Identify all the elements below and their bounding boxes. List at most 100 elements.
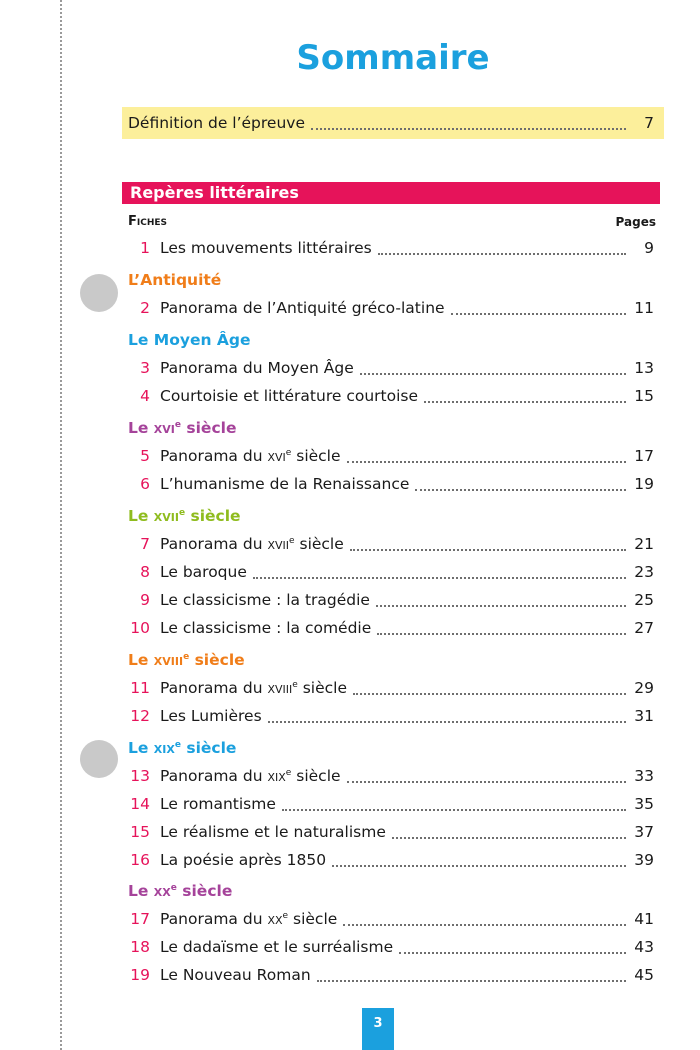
- entry-label: La poésie après 1850: [160, 851, 327, 869]
- period-sup: e: [174, 419, 181, 430]
- toc-entry[interactable]: 11 Panorama du xviiie siècle 29: [128, 676, 654, 700]
- entry-label: Le dadaïsme et le surréalisme: [160, 938, 394, 956]
- period-prefix: Le: [128, 419, 154, 437]
- period-heading-xx: Le xxe siècle: [128, 879, 232, 903]
- entry-number: 8: [140, 563, 150, 581]
- entry-number: 11: [130, 679, 150, 697]
- dot-leader: [252, 577, 626, 579]
- dot-leader: [267, 721, 626, 723]
- toc-entry[interactable]: 9 Le classicisme : la tragédie 25: [128, 588, 654, 612]
- period-sup: e: [174, 739, 181, 750]
- entry-page: 7: [644, 114, 654, 132]
- dot-leader: [377, 633, 626, 635]
- dot-leader: [346, 461, 626, 463]
- label-prefix: Panorama du: [160, 910, 268, 928]
- toc-entry[interactable]: 12 Les Lumières 31: [128, 704, 654, 728]
- entry-number: 18: [130, 938, 150, 956]
- entry-number: 6: [140, 475, 150, 493]
- page-title: Sommaire: [296, 38, 490, 78]
- label-sup: e: [285, 767, 292, 778]
- section-title: Repères littéraires: [130, 183, 299, 202]
- entry-number: 7: [140, 535, 150, 553]
- page-number-tab: 3: [362, 1008, 394, 1050]
- label-numeral: xvii: [267, 535, 290, 553]
- toc-entry[interactable]: 16 La poésie après 1850 39: [128, 848, 654, 872]
- entry-label: Panorama du Moyen Âge: [160, 359, 354, 377]
- label-sup: e: [282, 910, 289, 921]
- toc-entry-definition[interactable]: Définition de l’épreuve 7: [128, 111, 654, 135]
- entry-number: 16: [130, 851, 150, 869]
- entry-label: Panorama du xviie siècle: [160, 532, 344, 556]
- toc-entry[interactable]: 15 Le réalisme et le naturalisme 37: [128, 820, 654, 844]
- period-suffix: siècle: [181, 419, 237, 437]
- entry-label: Définition de l’épreuve: [128, 114, 305, 132]
- period-suffix: siècle: [180, 739, 237, 757]
- toc-entry[interactable]: 8 Le baroque 23: [128, 560, 654, 584]
- dot-leader: [424, 401, 626, 403]
- period-sup: e: [183, 651, 190, 662]
- label-numeral: xvi: [267, 447, 286, 465]
- entry-number: 1: [140, 239, 150, 257]
- entry-label: Le réalisme et le naturalisme: [160, 823, 386, 841]
- entry-number: 4: [140, 387, 150, 405]
- period-heading-xvi: Le xvie siècle: [128, 416, 236, 440]
- toc-entry[interactable]: 18 Le dadaïsme et le surréalisme 43: [128, 935, 654, 959]
- entry-page: 27: [634, 619, 654, 637]
- dot-leader: [391, 837, 626, 839]
- entry-label: Les mouvements littéraires: [160, 239, 372, 257]
- toc-entry[interactable]: 4 Courtoisie et littérature courtoise 15: [128, 384, 654, 408]
- pages-header: Pages: [615, 215, 656, 229]
- toc-entry[interactable]: 6 L’humanisme de la Renaissance 19: [128, 472, 654, 496]
- entry-page: 35: [634, 795, 654, 813]
- period-heading-xvii: Le xviie siècle: [128, 504, 241, 528]
- entry-number: 13: [130, 767, 150, 785]
- period-suffix: siècle: [176, 882, 233, 900]
- entry-label: Panorama du xixe siècle: [160, 764, 341, 788]
- toc-entry[interactable]: 19 Le Nouveau Roman 45: [128, 963, 654, 987]
- entry-page: 19: [634, 475, 654, 493]
- dot-leader: [375, 605, 626, 607]
- entry-label: Panorama du xvie siècle: [160, 444, 341, 468]
- toc-entry[interactable]: 13 Panorama du xixe siècle 33: [128, 764, 654, 788]
- label-prefix: Panorama du: [160, 679, 268, 697]
- entry-page: 33: [634, 767, 654, 785]
- period-heading-moyen-age: Le Moyen Âge: [128, 331, 251, 349]
- entry-number: 10: [130, 619, 150, 637]
- toc-entry[interactable]: 14 Le romantisme 35: [128, 792, 654, 816]
- label-numeral: xix: [267, 767, 286, 785]
- entry-page: 23: [634, 563, 654, 581]
- label-numeral: xx: [267, 910, 283, 928]
- entry-label: Le classicisme : la comédie: [160, 619, 372, 637]
- period-sup: e: [178, 507, 186, 518]
- toc-entry[interactable]: 2 Panorama de l’Antiquité gréco-latine 1…: [128, 296, 654, 320]
- toc-entry[interactable]: 1 Les mouvements littéraires 9: [128, 236, 654, 260]
- entry-label: Panorama du xviiie siècle: [160, 676, 347, 700]
- dot-leader: [346, 781, 626, 783]
- entry-label: Le Nouveau Roman: [160, 966, 311, 984]
- entry-number: 19: [130, 966, 150, 984]
- dot-leader: [343, 924, 626, 926]
- period-numeral: xix: [153, 739, 175, 757]
- label-sup: e: [285, 447, 292, 458]
- entry-page: 11: [634, 299, 654, 317]
- label-sup: e: [289, 535, 295, 546]
- label-prefix: Panorama du: [160, 767, 268, 785]
- toc-entry[interactable]: 7 Panorama du xviie siècle 21: [128, 532, 654, 556]
- period-prefix: Le: [128, 507, 154, 525]
- entry-label: Les Lumières: [160, 707, 262, 725]
- period-suffix: siècle: [185, 507, 241, 525]
- dot-leader: [311, 128, 626, 130]
- toc-entry[interactable]: 10 Le classicisme : la comédie 27: [128, 616, 654, 640]
- label-prefix: Panorama du: [160, 447, 268, 465]
- label-numeral: xviii: [267, 679, 293, 697]
- entry-page: 21: [634, 535, 654, 553]
- period-prefix: Le: [128, 882, 154, 900]
- toc-entry[interactable]: 5 Panorama du xvie siècle 17: [128, 444, 654, 468]
- period-prefix: Le: [128, 739, 154, 757]
- entry-label: Le classicisme : la tragédie: [160, 591, 370, 609]
- entry-page: 25: [634, 591, 654, 609]
- section-header: Repères littéraires: [122, 182, 660, 204]
- toc-entry[interactable]: 3 Panorama du Moyen Âge 13: [128, 356, 654, 380]
- entry-page: 13: [634, 359, 654, 377]
- toc-entry[interactable]: 17 Panorama du xxe siècle 41: [128, 907, 654, 931]
